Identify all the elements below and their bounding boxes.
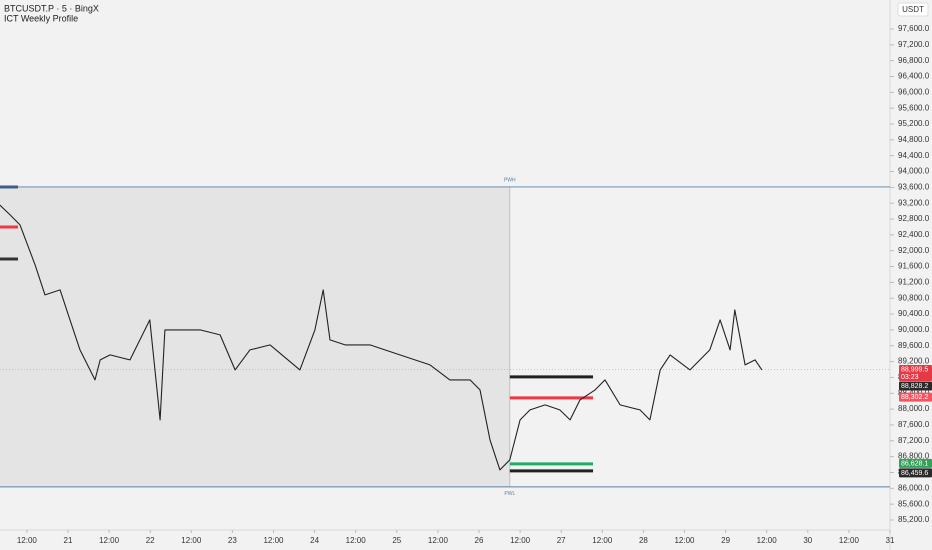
y-tick-label: 92,400.0 [898, 230, 930, 239]
level-label: PWH [504, 177, 516, 183]
price-tag-label: 88,302.2 [901, 394, 928, 401]
price-line [0, 204, 763, 471]
x-tick-label: 30 [803, 536, 812, 545]
y-tick-label: 91,600.0 [898, 262, 930, 271]
previous-week-box [0, 186, 510, 487]
y-tick-label: 94,800.0 [898, 135, 930, 144]
y-tick-label: 85,600.0 [898, 499, 930, 508]
x-tick-label: 12:00 [428, 536, 449, 545]
x-tick-label: 12:00 [674, 536, 695, 545]
y-tick-label: 92,000.0 [898, 246, 930, 255]
y-tick-label: 93,200.0 [898, 198, 930, 207]
y-tick-label: 97,200.0 [898, 40, 930, 49]
x-tick-label: 12:00 [510, 536, 531, 545]
y-tick-label: 85,200.0 [898, 515, 930, 524]
y-tick-label: 94,000.0 [898, 167, 930, 176]
unit[interactable]: USDT [902, 5, 924, 14]
y-tick-label: 95,200.0 [898, 119, 930, 128]
price-tag [899, 392, 932, 402]
x-tick-label: 12:00 [839, 536, 860, 545]
x-tick-label: 31 [886, 536, 895, 545]
price-tag-label: 88,999.5 [901, 366, 928, 373]
level-label: PWL [504, 491, 515, 497]
price-tag-timer: 03:23 [901, 374, 919, 381]
y-tick-label: 86,800.0 [898, 452, 930, 461]
unit-button[interactable] [897, 2, 929, 17]
price-tag [899, 458, 932, 468]
y-tick-label: 95,600.0 [898, 103, 930, 112]
x-tick-label: 22 [146, 536, 155, 545]
price-tag [899, 381, 932, 391]
y-tick-label: 92,800.0 [898, 214, 930, 223]
x-tick-label: 21 [64, 536, 73, 545]
y-tick-label: 88,000.0 [898, 404, 930, 413]
y-tick-label: 86,000.0 [898, 483, 930, 492]
x-tick-label: 25 [392, 536, 401, 545]
y-tick-label: 96,000.0 [898, 87, 930, 96]
y-tick-label: 97,600.0 [898, 24, 930, 33]
x-tick-label: 12:00 [263, 536, 284, 545]
x-tick-label: 12:00 [757, 536, 778, 545]
x-tick-label: 29 [721, 536, 730, 545]
x-tick-label: 12:00 [346, 536, 367, 545]
y-tick-label: 87,600.0 [898, 420, 930, 429]
y-tick-label: 90,800.0 [898, 293, 930, 302]
price-tag-label: 86,459.6 [901, 470, 928, 477]
y-tick-label: 93,600.0 [898, 182, 930, 191]
x-tick-label: 23 [228, 536, 237, 545]
y-tick-label: 91,200.0 [898, 278, 930, 287]
y-tick-label: 96,800.0 [898, 56, 930, 65]
y-tick-label: 89,200.0 [898, 357, 930, 366]
y-tick-label: 96,400.0 [898, 72, 930, 81]
price-tag-label: 86,628.1 [901, 460, 928, 467]
x-tick-label: 24 [310, 536, 319, 545]
chart-title: BTCUSDT.P · 5 · BingX [4, 3, 99, 13]
y-tick-label: 89,600.0 [898, 341, 930, 350]
y-tick-label: 90,400.0 [898, 309, 930, 318]
x-tick-label: 12:00 [17, 536, 38, 545]
price-tag [899, 468, 932, 478]
price-tag-label: 88,828.2 [901, 383, 928, 390]
price-tag [899, 365, 932, 382]
indicator-name: ICT Weekly Profile [4, 13, 78, 23]
x-tick-label: 12:00 [99, 536, 120, 545]
x-tick-label: 12:00 [181, 536, 202, 545]
x-tick-label: 12:00 [592, 536, 613, 545]
x-tick-label: 28 [639, 536, 648, 545]
y-tick-label: 87,200.0 [898, 436, 930, 445]
x-tick-label: 26 [475, 536, 484, 545]
x-tick-label: 27 [557, 536, 566, 545]
y-tick-label: 90,000.0 [898, 325, 930, 334]
y-tick-label: 94,400.0 [898, 151, 930, 160]
